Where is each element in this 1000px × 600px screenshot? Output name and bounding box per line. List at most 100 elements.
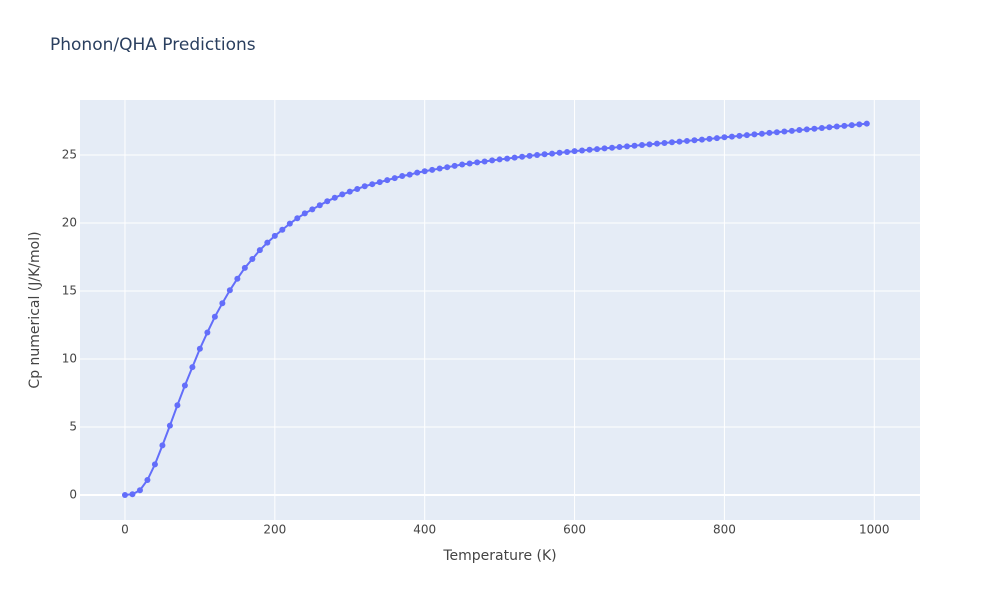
data-point <box>339 191 346 198</box>
plot-area <box>80 100 920 520</box>
data-point <box>818 125 825 132</box>
data-point <box>241 264 248 271</box>
data-point <box>159 442 166 449</box>
data-point <box>294 215 301 222</box>
data-point <box>406 171 413 178</box>
data-point <box>698 136 705 143</box>
data-point <box>713 135 720 142</box>
data-point <box>803 126 810 133</box>
data-point <box>204 329 211 336</box>
data-point <box>136 487 143 494</box>
x-tick-label: 800 <box>713 523 736 537</box>
data-point <box>414 169 421 176</box>
data-point <box>481 158 488 165</box>
data-point <box>616 144 623 151</box>
data-point <box>653 140 660 147</box>
data-point <box>496 156 503 163</box>
data-point <box>519 153 526 160</box>
data-point <box>166 422 173 429</box>
data-point <box>174 402 181 409</box>
data-point <box>758 130 765 137</box>
data-point <box>631 142 638 149</box>
y-axis-title: Cp numerical (J/K/mol) <box>27 231 43 388</box>
data-point <box>384 177 391 184</box>
y-tick-label: 5 <box>69 419 77 433</box>
data-point <box>346 188 353 195</box>
data-point <box>249 255 256 262</box>
chart-title: Phonon/QHA Predictions <box>50 35 256 55</box>
marks <box>121 120 870 498</box>
y-tick-label: 10 <box>62 351 77 365</box>
data-point <box>594 146 601 153</box>
data-point <box>796 127 803 134</box>
y-tick-label: 15 <box>62 283 77 297</box>
x-tick-label: 1000 <box>859 523 890 537</box>
x-tick-label: 600 <box>563 523 586 537</box>
data-point <box>646 141 653 148</box>
data-point <box>429 166 436 173</box>
data-point <box>766 129 773 136</box>
data-point <box>534 151 541 158</box>
data-point <box>661 139 668 146</box>
x-axis-title: Temperature (K) <box>442 548 556 564</box>
data-point <box>151 461 158 468</box>
data-point <box>736 132 743 139</box>
data-point <box>369 181 376 188</box>
data-point <box>144 477 151 484</box>
data-point <box>399 173 406 180</box>
data-point <box>833 123 840 130</box>
data-point <box>451 162 458 169</box>
data-point <box>579 147 586 154</box>
data-point <box>391 175 398 182</box>
data-point <box>271 232 278 239</box>
x-tick-label: 0 <box>121 523 129 537</box>
data-point <box>683 137 690 144</box>
data-point <box>264 239 271 246</box>
data-point <box>436 165 443 172</box>
data-point <box>489 157 496 164</box>
data-point <box>256 247 263 254</box>
data-point <box>181 382 188 389</box>
data-point <box>324 198 331 205</box>
data-point <box>624 143 631 150</box>
data-point <box>638 142 645 149</box>
data-point <box>788 127 795 134</box>
data-point <box>811 125 818 132</box>
data-point <box>331 194 338 201</box>
x-tick-label: 400 <box>413 523 436 537</box>
data-point <box>751 131 758 138</box>
data-point <box>826 124 833 131</box>
data-point <box>676 138 683 145</box>
y-tick-label: 25 <box>62 147 77 161</box>
data-point <box>226 287 233 294</box>
data-point <box>848 122 855 129</box>
data-point <box>504 155 511 162</box>
data-point <box>316 202 323 209</box>
data-point <box>564 148 571 155</box>
data-point <box>511 154 518 161</box>
data-point <box>286 220 293 227</box>
x-tick-label: 200 <box>263 523 286 537</box>
data-point <box>728 133 735 140</box>
data-point <box>189 364 196 371</box>
data-point <box>781 128 788 135</box>
data-point <box>706 135 713 142</box>
y-tick-label: 0 <box>69 487 77 501</box>
data-point <box>571 148 578 155</box>
data-point <box>301 210 308 217</box>
data-point <box>601 145 608 152</box>
data-point <box>376 179 383 186</box>
data-point <box>549 150 556 157</box>
data-point <box>444 164 451 171</box>
data-point <box>129 491 136 498</box>
data-point <box>196 345 203 352</box>
data-point <box>459 161 466 168</box>
data-point <box>743 132 750 139</box>
grid <box>80 100 920 520</box>
data-point <box>586 146 593 153</box>
data-point <box>526 152 533 159</box>
y-tick-label: 20 <box>62 215 77 229</box>
data-point <box>541 151 548 158</box>
